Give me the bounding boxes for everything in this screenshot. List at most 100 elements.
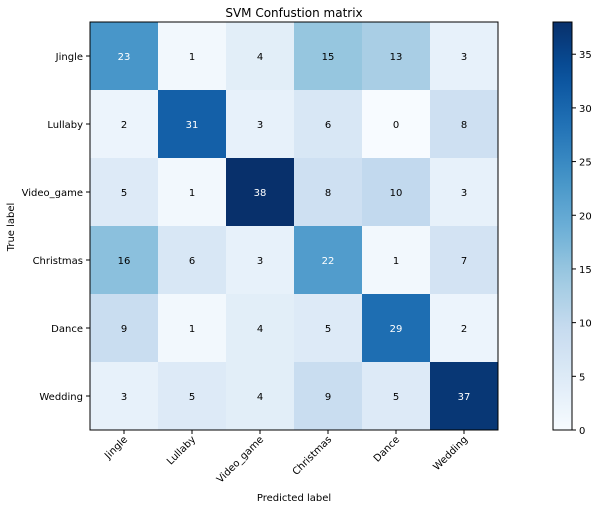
- y-tick-label: Wedding: [39, 392, 83, 403]
- heatmap-cells: [90, 22, 498, 430]
- colorbar-tick-label: 15: [579, 265, 592, 276]
- heatmap-cell: [294, 294, 362, 362]
- heatmap-cell: [294, 22, 362, 90]
- cell-value-label: 9: [325, 392, 331, 403]
- heatmap-cell: [430, 294, 498, 362]
- heatmap-cell-labels: 23 1 4 15 13 32 31 3 6 0 85 1 38 8 10 316 6 3 22 1 79 1 4 5 29 23…: [118, 52, 471, 403]
- heatmap-cell: [362, 294, 430, 362]
- heatmap-cell: [430, 362, 498, 430]
- colorbar-tick-label: 5: [579, 372, 585, 383]
- cell-value-label: 8: [325, 188, 331, 199]
- cell-value-label: 8: [461, 120, 467, 131]
- cell-value-label: 5: [121, 188, 127, 199]
- cell-value-label: 9: [121, 324, 127, 335]
- cell-value-label: 3: [461, 52, 467, 63]
- heatmap-cell: [430, 90, 498, 158]
- colorbar-tick-label: 35: [579, 50, 592, 61]
- x-tick-label: Video_game: [215, 434, 266, 485]
- heatmap-cell: [90, 22, 158, 90]
- heatmap-cell: [362, 362, 430, 430]
- heatmap-cell: [294, 362, 362, 430]
- cell-value-label: 31: [186, 120, 199, 131]
- heatmap-cell: [226, 362, 294, 430]
- heatmap-cell: [362, 158, 430, 226]
- heatmap-cell: [294, 158, 362, 226]
- colorbar-ticks: 0 5 10 15 20 25 30 35: [572, 50, 592, 437]
- x-tick-label: Jingle: [102, 434, 130, 462]
- y-axis-ticks: Jingle Lullaby Video_game Christmas Dance Wed…: [22, 52, 90, 403]
- x-tick-label: Christmas: [291, 434, 334, 477]
- heatmap-cell: [430, 22, 498, 90]
- cell-value-label: 7: [461, 256, 467, 267]
- cell-value-label: 3: [461, 188, 467, 199]
- heatmap-cell: [158, 22, 226, 90]
- cell-value-label: 0: [393, 120, 399, 131]
- heatmap-cell: [158, 90, 226, 158]
- cell-value-label: 6: [189, 256, 195, 267]
- cell-value-label: 2: [461, 324, 467, 335]
- colorbar: 0 5 10 15 20 25 30 35: [552, 21, 592, 437]
- heatmap-cell: [430, 158, 498, 226]
- heatmap-cell: [158, 362, 226, 430]
- cell-value-label: 15: [322, 52, 335, 63]
- heatmap-cell: [226, 22, 294, 90]
- y-tick-label: Christmas: [33, 256, 83, 267]
- y-tick-label: Lullaby: [47, 120, 83, 131]
- heatmap-cell: [158, 294, 226, 362]
- cell-value-label: 1: [189, 324, 195, 335]
- cell-value-label: 1: [393, 256, 399, 267]
- cell-value-label: 1: [189, 52, 195, 63]
- heatmap-cell: [362, 90, 430, 158]
- cell-value-label: 10: [390, 188, 403, 199]
- cell-value-label: 1: [189, 188, 195, 199]
- cell-value-label: 5: [325, 324, 331, 335]
- cell-value-label: 29: [390, 324, 403, 335]
- y-tick-label: Video_game: [22, 188, 83, 199]
- heatmap-cell: [90, 294, 158, 362]
- colorbar-tick-label: 0: [579, 426, 585, 437]
- y-tick-label: Jingle: [55, 52, 83, 63]
- cell-value-label: 4: [257, 392, 263, 403]
- heatmap-cell: [294, 226, 362, 294]
- x-tick-label: Wedding: [431, 434, 470, 473]
- cell-value-label: 22: [322, 256, 335, 267]
- cell-value-label: 5: [189, 392, 195, 403]
- heatmap-cell: [90, 226, 158, 294]
- y-axis-label: True label: [6, 203, 17, 253]
- heatmap-cell: [158, 158, 226, 226]
- heatmap-cell: [158, 226, 226, 294]
- cell-value-label: 37: [458, 392, 471, 403]
- cell-value-label: 3: [257, 120, 263, 131]
- cell-value-label: 6: [325, 120, 331, 131]
- heatmap-cell: [90, 362, 158, 430]
- colorbar-tick-label: 10: [579, 319, 592, 330]
- colorbar-tick-label: 25: [579, 158, 592, 169]
- colorbar-tick-label: 20: [579, 211, 592, 222]
- plot-frame: [89, 21, 499, 431]
- heatmap-cell: [430, 226, 498, 294]
- colorbar-tick-label: 30: [579, 104, 592, 115]
- cell-value-label: 13: [390, 52, 403, 63]
- x-tick-label: Dance: [372, 434, 402, 464]
- heatmap-cell: [362, 22, 430, 90]
- cell-value-label: 2: [121, 120, 127, 131]
- heatmap-cell: [294, 90, 362, 158]
- cell-value-label: 23: [118, 52, 131, 63]
- y-tick-label: Dance: [51, 324, 83, 335]
- colorbar-gradient: [553, 22, 572, 430]
- heatmap-cell: [226, 294, 294, 362]
- heatmap-cell: [90, 158, 158, 226]
- cell-value-label: 4: [257, 324, 263, 335]
- chart-title: SVM Confustion matrix: [225, 6, 362, 20]
- x-axis-label: Predicted label: [257, 493, 331, 504]
- x-axis-ticks: Jingle Lullaby Video_game Christmas Dance Wed…: [102, 430, 470, 486]
- cell-value-label: 4: [257, 52, 263, 63]
- cell-value-label: 5: [393, 392, 399, 403]
- cell-value-label: 3: [257, 256, 263, 267]
- cell-value-label: 38: [254, 188, 267, 199]
- heatmap-cell: [226, 226, 294, 294]
- cell-value-label: 16: [118, 256, 131, 267]
- cell-value-label: 3: [121, 392, 127, 403]
- heatmap-cell: [226, 158, 294, 226]
